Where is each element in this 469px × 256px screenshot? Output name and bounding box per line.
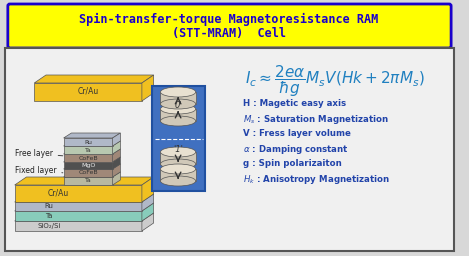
Polygon shape	[64, 154, 113, 162]
Ellipse shape	[160, 99, 196, 109]
Polygon shape	[64, 133, 121, 138]
Polygon shape	[64, 162, 113, 169]
Polygon shape	[64, 149, 121, 154]
Polygon shape	[15, 194, 154, 202]
Polygon shape	[113, 157, 121, 169]
Ellipse shape	[160, 159, 196, 169]
Ellipse shape	[160, 147, 196, 157]
Polygon shape	[160, 109, 196, 121]
Text: CoFeB: CoFeB	[78, 155, 98, 161]
Polygon shape	[15, 177, 154, 185]
Text: 0': 0'	[174, 101, 182, 110]
Polygon shape	[15, 202, 142, 211]
Ellipse shape	[160, 116, 196, 126]
Text: $\alpha$ : Damping constant: $\alpha$ : Damping constant	[242, 143, 348, 155]
Polygon shape	[113, 141, 121, 154]
Polygon shape	[142, 203, 154, 221]
Polygon shape	[64, 157, 121, 162]
Polygon shape	[34, 75, 154, 83]
Polygon shape	[142, 75, 154, 101]
Text: H : Magetic easy axis: H : Magetic easy axis	[242, 100, 346, 109]
Text: Ru: Ru	[84, 140, 92, 144]
Text: Spin-transfer-torque Magnetoresistance RAM: Spin-transfer-torque Magnetoresistance R…	[79, 13, 378, 26]
Polygon shape	[15, 211, 142, 221]
Text: Free layer: Free layer	[15, 149, 63, 158]
Text: Ru: Ru	[45, 204, 53, 209]
Polygon shape	[15, 213, 154, 221]
FancyBboxPatch shape	[8, 4, 451, 48]
Ellipse shape	[160, 176, 196, 186]
Polygon shape	[160, 152, 196, 164]
Polygon shape	[64, 172, 121, 177]
Polygon shape	[113, 149, 121, 162]
Polygon shape	[15, 203, 154, 211]
Polygon shape	[64, 146, 113, 154]
Polygon shape	[64, 169, 113, 177]
Text: V : Fress layer volume: V : Fress layer volume	[242, 130, 350, 138]
Polygon shape	[113, 133, 121, 146]
Polygon shape	[160, 92, 196, 104]
Polygon shape	[113, 164, 121, 177]
Text: $H_k$ : Anisotropy Magnetization: $H_k$ : Anisotropy Magnetization	[242, 173, 389, 186]
Text: Cr/Au: Cr/Au	[48, 189, 69, 198]
Ellipse shape	[160, 164, 196, 174]
Text: (STT-MRAM)  Cell: (STT-MRAM) Cell	[172, 27, 286, 40]
Bar	[151, 86, 205, 191]
Text: Fixed layer: Fixed layer	[15, 166, 63, 175]
Text: Ta: Ta	[45, 213, 53, 219]
Polygon shape	[64, 141, 121, 146]
Polygon shape	[64, 177, 113, 185]
Text: Ta: Ta	[85, 178, 91, 184]
Text: Ta: Ta	[85, 147, 91, 153]
Polygon shape	[64, 138, 113, 146]
Polygon shape	[160, 169, 196, 181]
Polygon shape	[15, 185, 142, 202]
FancyBboxPatch shape	[5, 48, 454, 251]
Polygon shape	[64, 164, 121, 169]
Polygon shape	[142, 194, 154, 211]
Text: Cr/Au: Cr/Au	[77, 87, 98, 95]
Polygon shape	[34, 83, 142, 101]
Polygon shape	[142, 213, 154, 231]
Text: MgO: MgO	[81, 163, 95, 168]
Ellipse shape	[160, 87, 196, 97]
Text: $M_s$ : Saturation Magnetization: $M_s$ : Saturation Magnetization	[242, 112, 388, 125]
Text: g : Spin polarizaiton: g : Spin polarizaiton	[242, 159, 341, 168]
Ellipse shape	[160, 104, 196, 114]
Text: '1': '1'	[173, 144, 183, 154]
Polygon shape	[113, 172, 121, 185]
Polygon shape	[15, 221, 142, 231]
Polygon shape	[142, 177, 154, 202]
Text: SiO₂/Si: SiO₂/Si	[37, 223, 61, 229]
Text: $I_c \approx \dfrac{2e\alpha}{\hbar g} M_s V(Hk + 2\pi M_s)$: $I_c \approx \dfrac{2e\alpha}{\hbar g} M…	[245, 63, 424, 99]
Text: CoFeB: CoFeB	[78, 170, 98, 176]
